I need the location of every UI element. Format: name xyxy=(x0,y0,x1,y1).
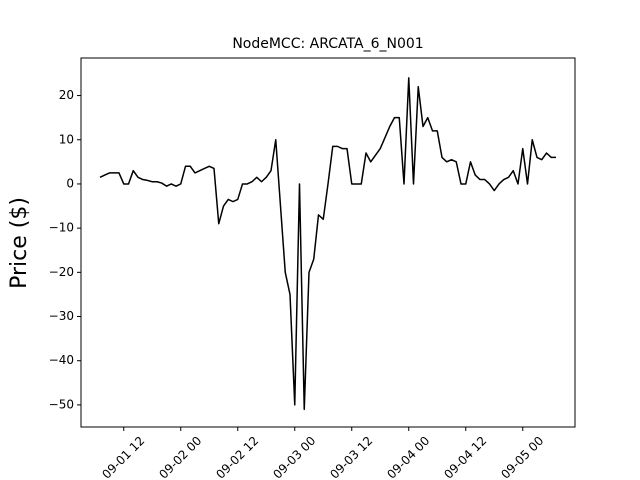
chart-title: NodeMCC: ARCATA_6_N001 xyxy=(232,36,423,52)
x-tick-label: 09-05 00 xyxy=(498,434,546,480)
y-tick-label: −20 xyxy=(49,265,74,279)
x-tick-label: 09-04 12 xyxy=(441,434,489,480)
y-tick-label: 10 xyxy=(59,132,74,146)
plot-frame xyxy=(80,57,576,428)
x-tick-label: 09-01 12 xyxy=(99,434,147,480)
y-tick-label: −30 xyxy=(49,309,74,323)
x-tick-label: 09-03 00 xyxy=(270,434,318,480)
price-line xyxy=(99,77,556,411)
x-tick-label: 09-02 00 xyxy=(156,434,204,480)
y-tick-label: 20 xyxy=(59,88,74,102)
y-tick-label: −40 xyxy=(49,353,74,367)
x-tick-label: 09-04 00 xyxy=(384,434,432,480)
y-axis-label: Price ($) xyxy=(7,197,32,289)
y-tick-label: −10 xyxy=(49,221,74,235)
x-tick-label: 09-02 12 xyxy=(213,434,261,480)
x-tick-label: 09-03 12 xyxy=(327,434,375,480)
y-tick-label: −50 xyxy=(49,397,74,411)
y-tick-label: 0 xyxy=(66,176,74,190)
